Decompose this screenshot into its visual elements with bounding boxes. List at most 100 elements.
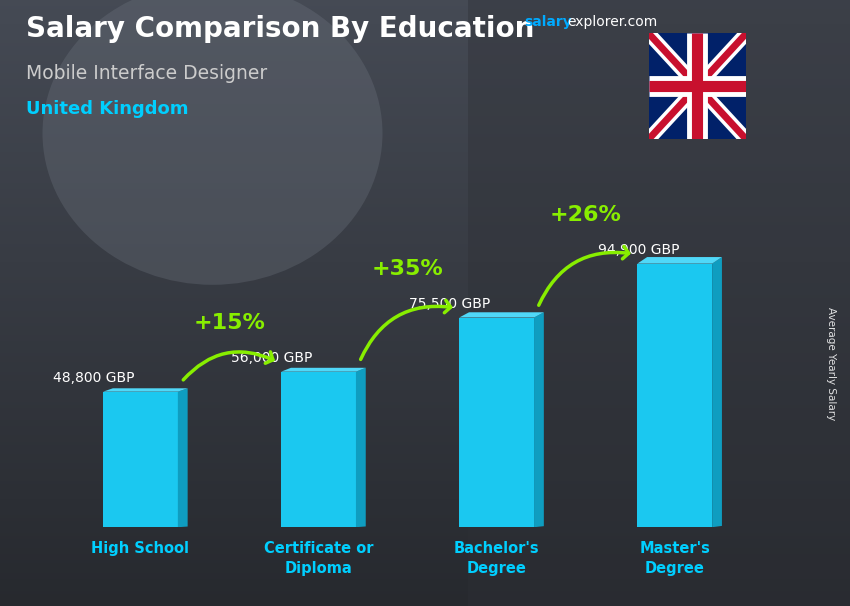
Bar (0, 430, 850, 433)
Text: 94,900 GBP: 94,900 GBP (598, 242, 680, 257)
Bar (0, 375, 850, 378)
Polygon shape (103, 391, 178, 527)
Bar (0, 573, 850, 576)
Bar (0, 561, 850, 564)
Bar (0, 600, 850, 603)
Bar (0, 134, 850, 137)
Bar (0, 3, 850, 6)
Bar (0, 301, 850, 305)
Bar (0, 454, 850, 457)
Bar (0, 305, 850, 308)
Bar (0, 128, 850, 131)
Bar (0, 393, 850, 396)
Bar (0, 101, 850, 104)
Bar (0, 576, 850, 579)
Bar (0, 472, 850, 475)
Text: explorer.com: explorer.com (567, 15, 657, 29)
Bar (0, 64, 850, 67)
Bar (0, 521, 850, 524)
Bar (0, 12, 850, 15)
Bar (468, 0, 850, 606)
Bar (0, 253, 850, 256)
Bar (0, 137, 850, 140)
Bar (0, 442, 850, 445)
Bar (0, 496, 850, 499)
Bar (0, 58, 850, 61)
Polygon shape (459, 312, 544, 318)
Polygon shape (638, 264, 712, 527)
Bar (0, 24, 850, 27)
Bar (0, 201, 850, 204)
Bar (0, 502, 850, 505)
Bar (0, 289, 850, 292)
Bar (0, 45, 850, 48)
Bar (0, 588, 850, 591)
Bar (0, 33, 850, 36)
Bar (0, 119, 850, 122)
Bar (0, 122, 850, 125)
Bar (0, 417, 850, 420)
Bar (0, 198, 850, 201)
Bar (0, 167, 850, 170)
Bar (0, 527, 850, 530)
Bar (0, 402, 850, 405)
Bar (0, 323, 850, 326)
Bar (0, 387, 850, 390)
Bar (0, 292, 850, 295)
Bar (0, 371, 850, 375)
Text: +26%: +26% (550, 205, 621, 225)
Bar (0, 558, 850, 561)
Bar (0, 365, 850, 368)
Bar (0, 149, 850, 152)
Bar (0, 286, 850, 289)
Bar (0, 30, 850, 33)
Bar (0, 439, 850, 442)
Bar (0, 48, 850, 52)
Bar (0, 98, 850, 101)
Bar (0, 113, 850, 116)
Bar (0, 478, 850, 481)
Bar (0, 247, 850, 250)
Bar (0, 545, 850, 548)
Text: Mobile Interface Designer: Mobile Interface Designer (26, 64, 267, 82)
Bar (0, 107, 850, 110)
Bar (0, 235, 850, 238)
Bar (0, 228, 850, 231)
Bar (0, 341, 850, 344)
Bar (0, 283, 850, 286)
Bar (0, 9, 850, 12)
Bar (0, 378, 850, 381)
Bar (0, 451, 850, 454)
Polygon shape (534, 312, 544, 527)
Bar (0, 104, 850, 107)
Bar (0, 92, 850, 95)
Bar (0, 238, 850, 241)
Bar (0, 338, 850, 341)
Bar (0, 298, 850, 301)
Bar (0, 143, 850, 146)
Bar (0, 140, 850, 143)
Bar (0, 362, 850, 365)
Polygon shape (281, 371, 356, 527)
Bar (0, 411, 850, 414)
Bar (0, 420, 850, 423)
Polygon shape (638, 257, 722, 264)
Bar (0, 219, 850, 222)
Bar (0, 359, 850, 362)
Bar (0, 131, 850, 134)
Bar (0, 423, 850, 427)
Bar (0, 52, 850, 55)
Text: Average Yearly Salary: Average Yearly Salary (826, 307, 836, 420)
Bar (0, 466, 850, 469)
Bar (0, 186, 850, 189)
Bar (0, 311, 850, 314)
Text: salary: salary (524, 15, 572, 29)
Bar (0, 146, 850, 149)
Bar (0, 170, 850, 173)
Bar (0, 317, 850, 320)
Bar (0, 189, 850, 192)
Bar (0, 39, 850, 42)
Text: 48,800 GBP: 48,800 GBP (54, 371, 134, 385)
Polygon shape (712, 257, 722, 527)
Bar (0, 73, 850, 76)
